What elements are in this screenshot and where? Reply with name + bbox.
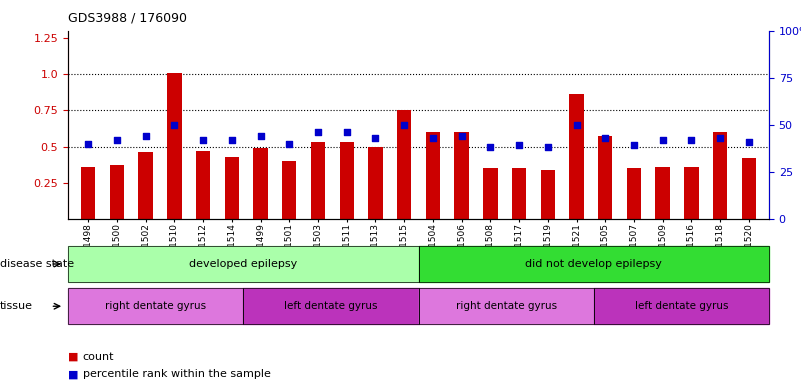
Bar	[570, 94, 584, 219]
Bar	[598, 136, 613, 219]
Bar	[512, 168, 526, 219]
Text: ■: ■	[68, 369, 78, 379]
Bar	[253, 148, 268, 219]
Point	[168, 122, 181, 128]
Text: count: count	[83, 352, 114, 362]
Point	[599, 135, 612, 141]
Point	[340, 129, 353, 136]
Bar	[282, 161, 296, 219]
Point	[656, 137, 669, 143]
Point	[82, 141, 95, 147]
Point	[426, 135, 439, 141]
Text: developed epilepsy: developed epilepsy	[189, 259, 297, 269]
Text: left dentate gyrus: left dentate gyrus	[634, 301, 728, 311]
Bar	[110, 166, 124, 219]
Text: right dentate gyrus: right dentate gyrus	[105, 301, 206, 311]
Bar	[425, 132, 440, 219]
Text: right dentate gyrus: right dentate gyrus	[456, 301, 557, 311]
Point	[139, 133, 152, 139]
Point	[541, 144, 554, 151]
Text: percentile rank within the sample: percentile rank within the sample	[83, 369, 271, 379]
Point	[111, 137, 123, 143]
Point	[225, 137, 238, 143]
Point	[484, 144, 497, 151]
Text: did not develop epilepsy: did not develop epilepsy	[525, 259, 662, 269]
Bar	[541, 170, 555, 219]
Bar	[81, 167, 95, 219]
Bar	[167, 73, 182, 219]
Point	[197, 137, 210, 143]
Point	[254, 133, 267, 139]
Text: left dentate gyrus: left dentate gyrus	[284, 301, 377, 311]
Point	[369, 135, 382, 141]
Point	[283, 141, 296, 147]
Point	[714, 135, 727, 141]
Text: tissue: tissue	[0, 301, 33, 311]
Bar	[397, 110, 412, 219]
Bar	[340, 142, 354, 219]
Bar	[684, 167, 698, 219]
Bar	[196, 151, 211, 219]
Point	[627, 142, 640, 149]
Point	[743, 139, 755, 145]
Bar	[224, 157, 239, 219]
Bar	[626, 168, 641, 219]
Bar	[483, 168, 497, 219]
Bar	[655, 167, 670, 219]
Bar	[742, 158, 756, 219]
Bar	[368, 147, 383, 219]
Text: ■: ■	[68, 352, 78, 362]
Point	[312, 129, 324, 136]
Bar	[311, 142, 325, 219]
Bar	[713, 132, 727, 219]
Bar	[454, 132, 469, 219]
Point	[570, 122, 583, 128]
Text: GDS3988 / 176090: GDS3988 / 176090	[68, 12, 187, 25]
Point	[455, 133, 468, 139]
Bar	[139, 152, 153, 219]
Point	[398, 122, 411, 128]
Point	[685, 137, 698, 143]
Text: disease state: disease state	[0, 259, 74, 269]
Point	[513, 142, 525, 149]
